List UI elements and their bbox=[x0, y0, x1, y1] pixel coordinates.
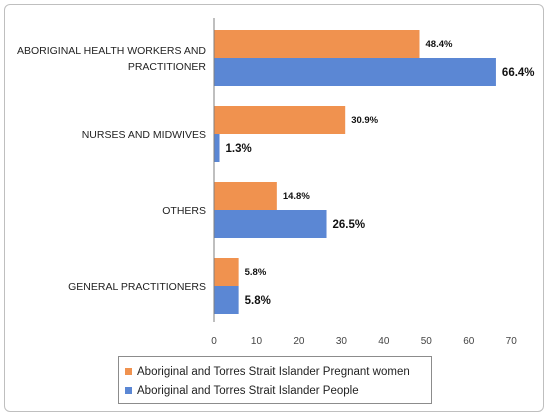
category-labels-layer: ABORIGINAL HEALTH WORKERS AND PRACTITIONE… bbox=[17, 45, 206, 293]
bar-others-series-1 bbox=[214, 210, 327, 238]
x-tick-label-10: 10 bbox=[251, 336, 263, 347]
category-label-general-practitioners: GENERAL PRACTITIONERS bbox=[68, 281, 206, 293]
x-tick-label-40: 40 bbox=[378, 336, 390, 347]
legend-item-people: Aboriginal and Torres Strait Islander Pe… bbox=[125, 381, 425, 400]
x-tick-label-70: 70 bbox=[506, 336, 518, 347]
bar-aboriginal-health-workers-and-practitioner-series-0 bbox=[214, 30, 420, 58]
x-tick-label-20: 20 bbox=[293, 336, 305, 347]
x-tick-label-50: 50 bbox=[421, 336, 433, 347]
x-axis-ticks-layer: 0 10 20 30 40 50 60 70 bbox=[211, 336, 517, 347]
value-label-others-series-0: 14.8% bbox=[283, 191, 310, 202]
bar-general-practitioners-series-1 bbox=[214, 286, 239, 314]
legend-label-pregnant-women: Aboriginal and Torres Strait Islander Pr… bbox=[137, 365, 410, 378]
bar-others-series-0 bbox=[214, 182, 277, 210]
bar-aboriginal-health-workers-and-practitioner-series-1 bbox=[214, 58, 496, 86]
value-label-general-practitioners-series-1: 5.8% bbox=[245, 295, 271, 307]
bars-layer bbox=[214, 30, 496, 314]
legend-label-people: Aboriginal and Torres Strait Islander Pe… bbox=[137, 384, 359, 397]
legend: Aboriginal and Torres Strait Islander Pr… bbox=[118, 356, 432, 404]
value-label-aboriginal-health-workers-and-practitioner-series-1: 66.4% bbox=[502, 67, 535, 79]
value-label-aboriginal-health-workers-and-practitioner-series-0: 48.4% bbox=[426, 39, 453, 50]
x-tick-label-30: 30 bbox=[336, 336, 348, 347]
legend-swatch-people bbox=[125, 387, 132, 394]
value-label-nurses-and-midwives-series-0: 30.9% bbox=[351, 115, 378, 126]
bar-nurses-and-midwives-series-0 bbox=[214, 106, 346, 134]
bar-nurses-and-midwives-series-1 bbox=[214, 134, 220, 162]
legend-swatch-pregnant-women bbox=[125, 368, 132, 375]
value-label-others-series-1: 26.5% bbox=[333, 219, 366, 231]
value-label-general-practitioners-series-0: 5.8% bbox=[245, 267, 267, 278]
value-labels-layer: 48.4% 66.4% 30.9% 1.3% 14.8% 26.5% 5.8% 5.8% bbox=[226, 39, 535, 307]
value-label-nurses-and-midwives-series-1: 1.3% bbox=[226, 143, 252, 155]
x-tick-label-60: 60 bbox=[463, 336, 475, 347]
category-label-nurses-and-midwives: NURSES AND MIDWIVES bbox=[82, 129, 206, 141]
x-tick-label-0: 0 bbox=[211, 336, 217, 347]
legend-item-pregnant-women: Aboriginal and Torres Strait Islander Pr… bbox=[125, 362, 425, 381]
category-label-aboriginal-health-workers-and-practitioner: ABORIGINAL HEALTH WORKERS AND PRACTITIONE… bbox=[17, 45, 206, 73]
bar-general-practitioners-series-0 bbox=[214, 258, 239, 286]
category-label-others: OTHERS bbox=[162, 205, 206, 217]
